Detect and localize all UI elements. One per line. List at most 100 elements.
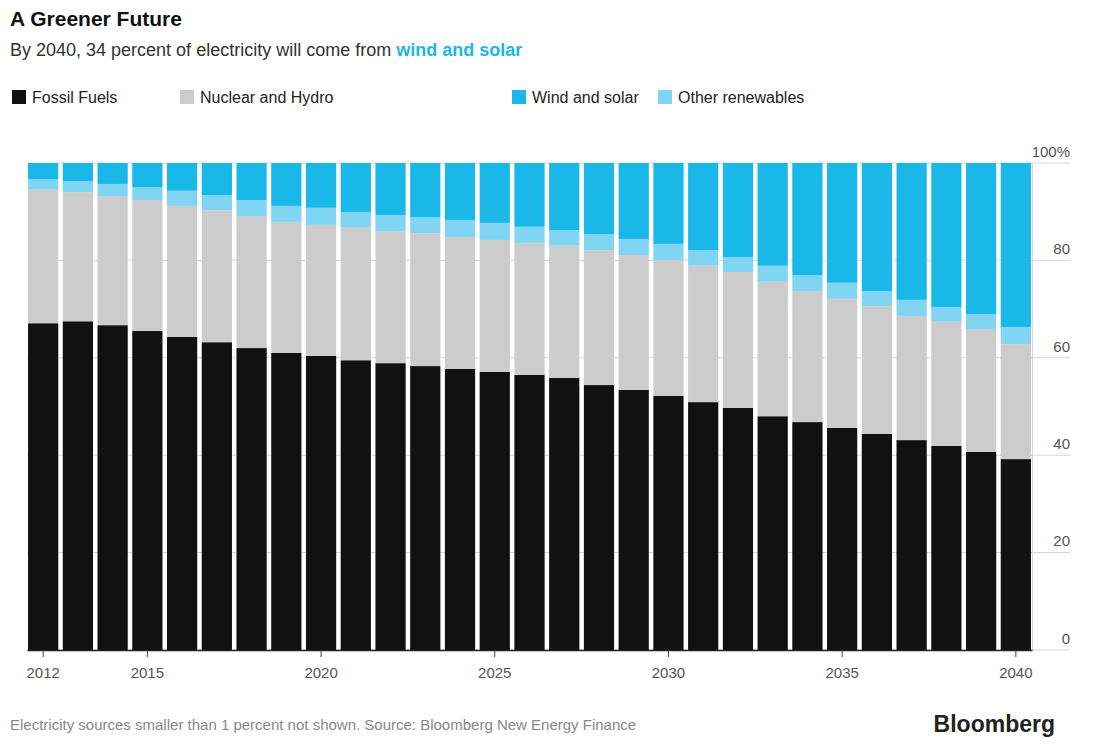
x-tick bbox=[460, 650, 461, 657]
bar bbox=[375, 163, 405, 215]
bar bbox=[306, 356, 336, 650]
x-tick bbox=[529, 650, 530, 657]
x-tick: 2035 bbox=[825, 650, 858, 681]
bar bbox=[792, 422, 822, 650]
y-tick-label: 100% bbox=[1032, 143, 1070, 160]
x-tick-mark bbox=[494, 650, 495, 657]
bar bbox=[723, 408, 753, 650]
logo: Bloomberg bbox=[934, 711, 1055, 737]
legend: Fossil FuelsNuclear and HydroWind and so… bbox=[12, 89, 804, 106]
x-tick-label: 2012 bbox=[26, 664, 59, 681]
x-tick-label: 2020 bbox=[304, 664, 337, 681]
x-tick-mark bbox=[355, 650, 356, 657]
x-tick bbox=[807, 650, 808, 657]
x-tick-label: 2030 bbox=[652, 664, 685, 681]
y-tick-label: 80 bbox=[1053, 240, 1070, 257]
bar bbox=[341, 360, 371, 650]
x-tick bbox=[390, 650, 391, 657]
bar bbox=[271, 222, 301, 353]
bar bbox=[688, 266, 718, 402]
legend-label: Other renewables bbox=[678, 89, 804, 106]
y-tick: 20 bbox=[1032, 532, 1070, 553]
x-tick bbox=[633, 650, 634, 657]
x-tick bbox=[182, 650, 183, 657]
bar bbox=[132, 163, 162, 187]
bar bbox=[410, 366, 440, 650]
bar bbox=[341, 212, 371, 228]
bar bbox=[827, 428, 857, 650]
bar bbox=[236, 200, 266, 216]
legend-swatch bbox=[180, 90, 194, 104]
bar bbox=[1001, 163, 1031, 327]
bar bbox=[132, 331, 162, 650]
bar bbox=[28, 179, 58, 190]
bar bbox=[341, 163, 371, 212]
bar bbox=[167, 337, 197, 650]
bar bbox=[306, 163, 336, 208]
x-tick-mark bbox=[633, 650, 634, 657]
bar bbox=[63, 163, 93, 181]
y-tick: 40 bbox=[1032, 435, 1070, 456]
bar bbox=[792, 291, 822, 422]
bar bbox=[619, 239, 649, 255]
bar bbox=[584, 163, 614, 234]
x-tick-mark bbox=[842, 650, 843, 657]
x-tick: 2030 bbox=[652, 650, 685, 681]
bar bbox=[653, 260, 683, 396]
x-tick bbox=[598, 650, 599, 657]
bar bbox=[758, 163, 788, 266]
bar bbox=[28, 163, 58, 179]
x-tick bbox=[876, 650, 877, 657]
legend-item: Other renewables bbox=[658, 89, 804, 106]
x-tick-mark bbox=[807, 650, 808, 657]
legend-swatch bbox=[512, 90, 526, 104]
bar bbox=[445, 369, 475, 650]
y-tick: 0 bbox=[1032, 630, 1070, 651]
chart: A Greener FutureBy 2040, 34 percent of e… bbox=[0, 0, 1095, 745]
bar bbox=[619, 390, 649, 650]
source: Electricity sources smaller than 1 perce… bbox=[10, 716, 636, 733]
y-tick-label: 40 bbox=[1053, 435, 1070, 452]
bar bbox=[98, 163, 128, 184]
x-tick bbox=[737, 650, 738, 657]
bar bbox=[514, 163, 544, 227]
x-tick-mark bbox=[216, 650, 217, 657]
bar bbox=[758, 266, 788, 282]
x-tick bbox=[564, 650, 565, 657]
bar bbox=[1001, 459, 1031, 650]
bar bbox=[549, 230, 579, 246]
bar bbox=[549, 246, 579, 378]
x-tick bbox=[355, 650, 356, 657]
bar bbox=[202, 163, 232, 195]
x-tick-mark bbox=[77, 650, 78, 657]
bar bbox=[966, 163, 996, 314]
bar bbox=[966, 314, 996, 329]
x-tick-mark bbox=[703, 650, 704, 657]
bar bbox=[584, 234, 614, 250]
x-tick-mark bbox=[529, 650, 530, 657]
bar bbox=[236, 216, 266, 348]
bar bbox=[688, 163, 718, 250]
bar bbox=[653, 163, 683, 244]
x-tick-mark bbox=[772, 650, 773, 657]
x-tick-mark bbox=[112, 650, 113, 657]
bar bbox=[931, 307, 961, 322]
x-tick: 2040 bbox=[999, 650, 1032, 681]
x-tick-mark bbox=[43, 650, 44, 657]
x-tick bbox=[946, 650, 947, 657]
x-tick: 2020 bbox=[304, 650, 337, 681]
bar-series bbox=[28, 163, 1031, 327]
x-tick-mark bbox=[981, 650, 982, 657]
bar bbox=[375, 231, 405, 363]
x-tick bbox=[911, 650, 912, 657]
bar bbox=[862, 291, 892, 306]
x-tick-mark bbox=[182, 650, 183, 657]
x-tick bbox=[77, 650, 78, 657]
bar bbox=[584, 250, 614, 385]
x-tick-mark bbox=[321, 650, 322, 657]
bar bbox=[931, 163, 961, 307]
bar bbox=[375, 215, 405, 231]
bar bbox=[410, 163, 440, 217]
y-tick-label: 20 bbox=[1053, 532, 1070, 549]
x-tick: 2012 bbox=[26, 650, 59, 681]
